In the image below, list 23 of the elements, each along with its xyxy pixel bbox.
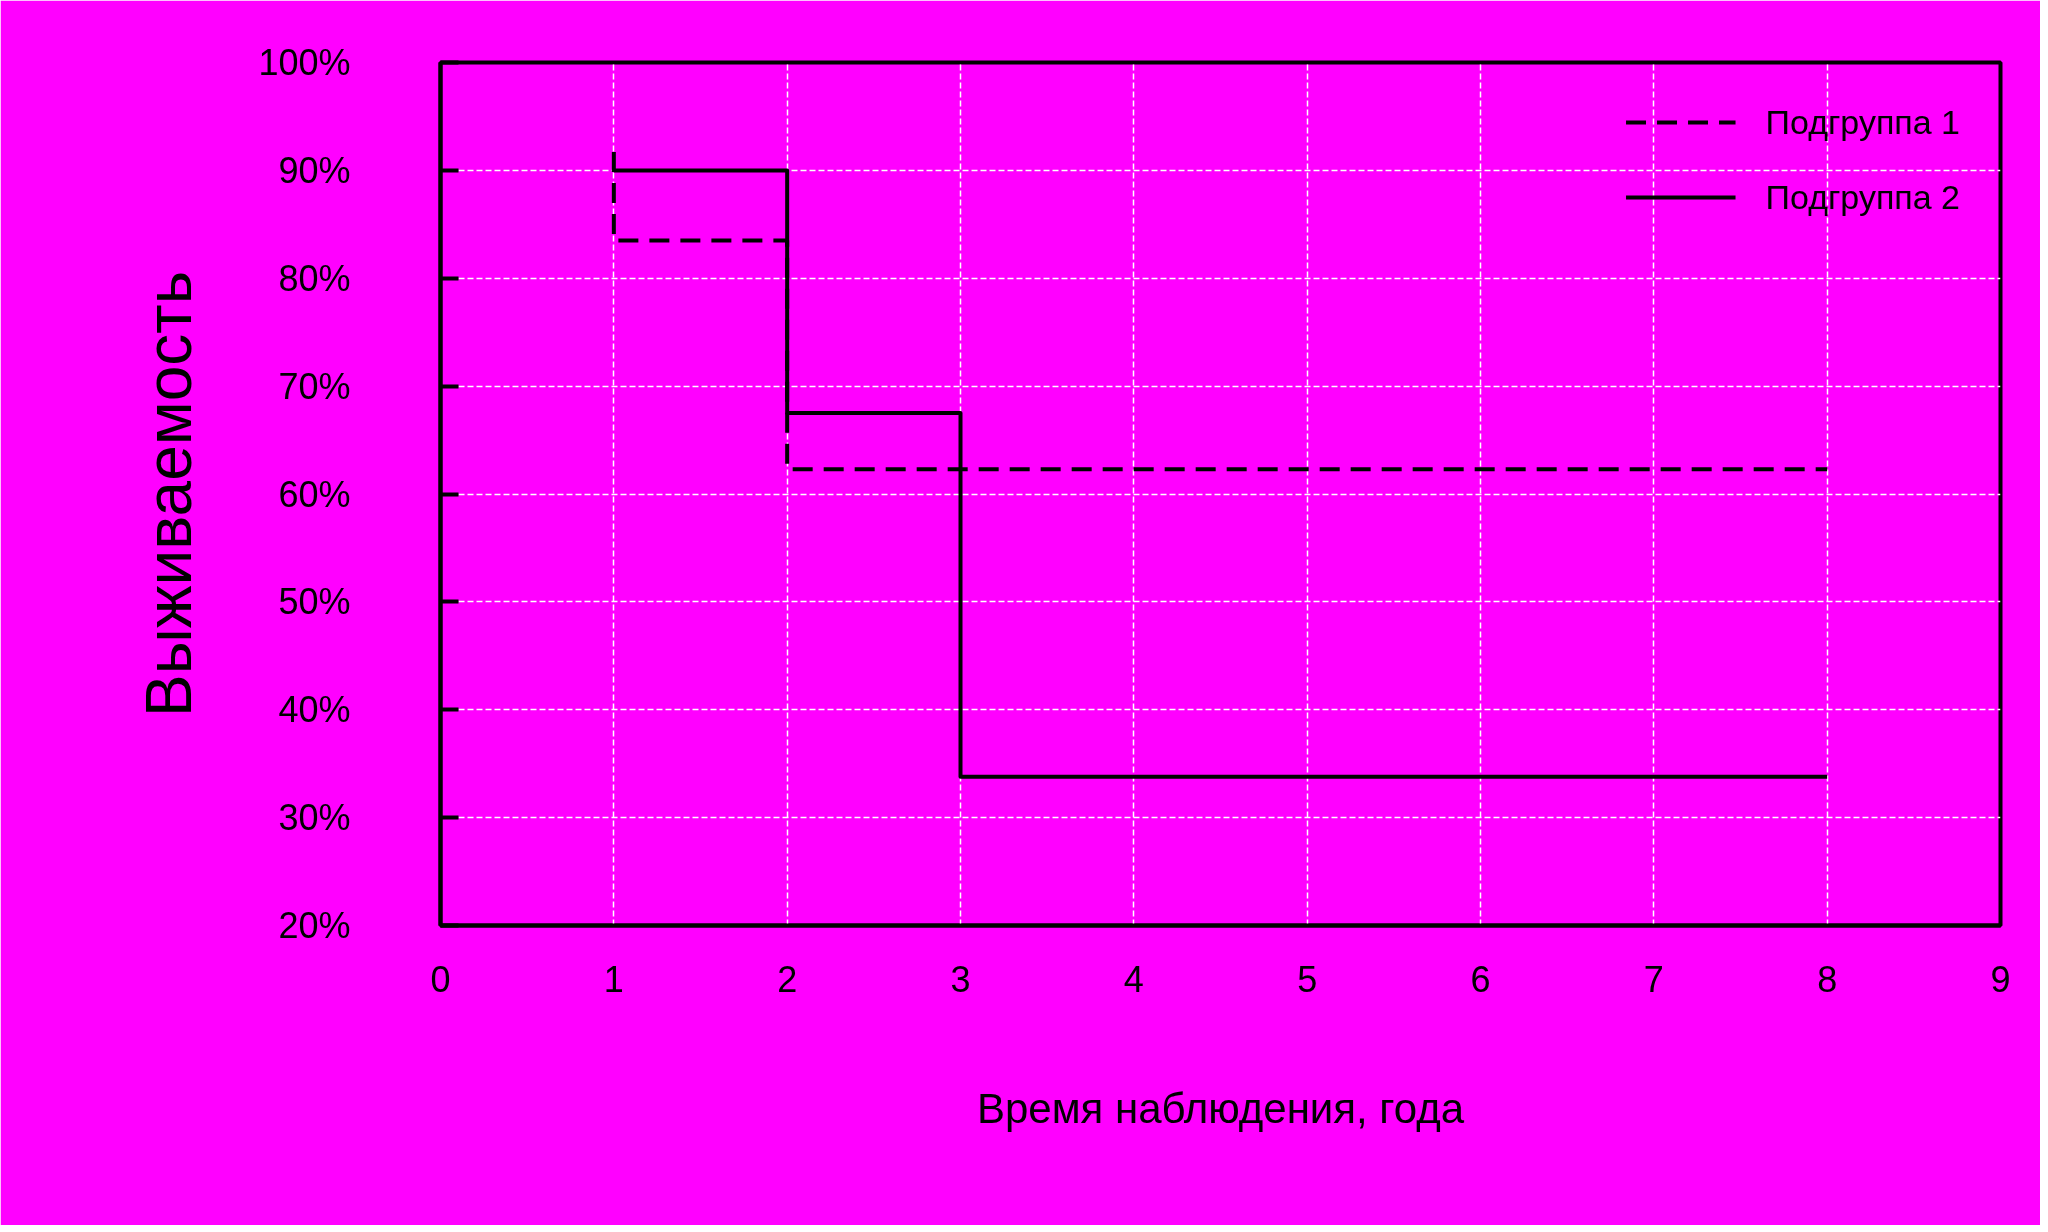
- y-tick-label: 40%: [278, 689, 351, 731]
- x-tick-label: 1: [603, 958, 624, 1000]
- x-tick-label: 6: [1470, 958, 1491, 1000]
- legend-label: Подгруппа 1: [1765, 102, 1960, 142]
- x-tick-label: 8: [1817, 958, 1838, 1000]
- y-tick-label: 90%: [278, 149, 351, 191]
- y-axis-title: Выживаемость: [133, 271, 206, 717]
- x-tick-label: 5: [1297, 958, 1318, 1000]
- y-tick-label: 70%: [278, 365, 351, 407]
- y-tick-label: 30%: [278, 797, 351, 839]
- x-tick-label: 4: [1123, 958, 1144, 1000]
- y-tick-label: 60%: [278, 473, 351, 515]
- x-tick-label: 3: [950, 958, 971, 1000]
- x-tick-label: 9: [1990, 958, 2011, 1000]
- y-tick-label: 20%: [278, 905, 351, 946]
- x-axis-title: Время наблюдения, года: [976, 1084, 1465, 1132]
- legend-label: Подгруппа 2: [1765, 177, 1960, 217]
- x-tick-label: 7: [1643, 958, 1664, 1000]
- y-tick-label: 100%: [258, 42, 351, 83]
- y-tick-label: 50%: [278, 581, 351, 623]
- y-tick-label: 80%: [278, 257, 351, 299]
- x-tick-label: 0: [430, 958, 451, 1000]
- x-tick-label: 2: [777, 958, 798, 1000]
